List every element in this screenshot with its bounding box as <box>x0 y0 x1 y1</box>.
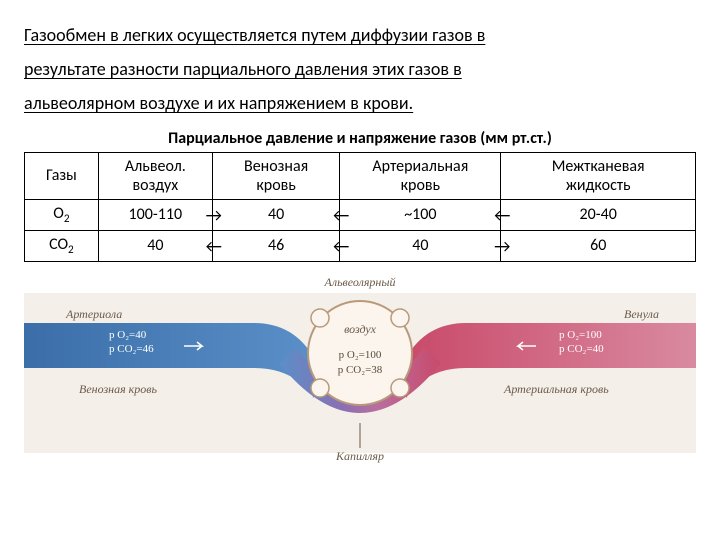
svg-text:воздух: воздух <box>344 322 376 336</box>
svg-text:Альвеолярный: Альвеолярный <box>324 275 396 289</box>
svg-text:p CO₂=40: p CO₂=40 <box>559 343 604 355</box>
value-cell: 46← <box>212 230 339 261</box>
value-cell: 20-40 <box>501 199 696 230</box>
intro-line: результате разности парциального давлени… <box>24 58 462 80</box>
gas-cell: CO2 <box>25 230 99 261</box>
svg-text:Артериола: Артериола <box>65 307 122 321</box>
intro-line: Газообмен в легких осуществляется путем … <box>24 24 485 46</box>
table-header: Альвеол.воздух <box>98 152 212 199</box>
svg-text:Капилляр: Капилляр <box>335 449 384 463</box>
pressure-table: ГазыАльвеол.воздухВенознаякровьАртериаль… <box>24 152 696 262</box>
value-cell: 40→ <box>340 230 501 261</box>
table-row: CO240←46←40→60 <box>25 230 696 261</box>
table-header: Межтканеваяжидкость <box>501 152 696 199</box>
table-header: Артериальнаякровь <box>340 152 501 199</box>
svg-text:p O₂=100: p O₂=100 <box>339 349 382 361</box>
table-header: Газы <box>25 152 99 199</box>
intro-text: Газообмен в легких осуществляется путем … <box>24 18 696 121</box>
value-cell: ~100← <box>340 199 501 230</box>
table-caption: Парциальное давление и напряжение газов … <box>24 129 696 148</box>
gas-cell: O2 <box>25 199 99 230</box>
svg-text:p O₂=100: p O₂=100 <box>559 329 602 341</box>
table-row: O2100-110→40←~100←20-40 <box>25 199 696 230</box>
value-cell: 40← <box>98 230 212 261</box>
intro-line: альвеолярном воздухе и их напряжением в … <box>24 92 413 114</box>
svg-text:p CO₂=38: p CO₂=38 <box>338 364 383 376</box>
value-cell: 40← <box>212 199 339 230</box>
alveolus-diagram: Альвеолярный воздух p O₂=100 p CO₂=38 Артери… <box>24 268 696 468</box>
value-cell: 100-110→ <box>98 199 212 230</box>
svg-text:p O₂=40: p O₂=40 <box>109 329 147 341</box>
table-header: Венознаякровь <box>212 152 339 199</box>
value-cell: 60 <box>501 230 696 261</box>
svg-text:p CO₂=46: p CO₂=46 <box>109 343 154 355</box>
svg-text:Артериальная кровь: Артериальная кровь <box>503 382 609 396</box>
svg-text:Венула: Венула <box>624 307 659 321</box>
svg-text:Венозная кровь: Венозная кровь <box>79 382 157 396</box>
